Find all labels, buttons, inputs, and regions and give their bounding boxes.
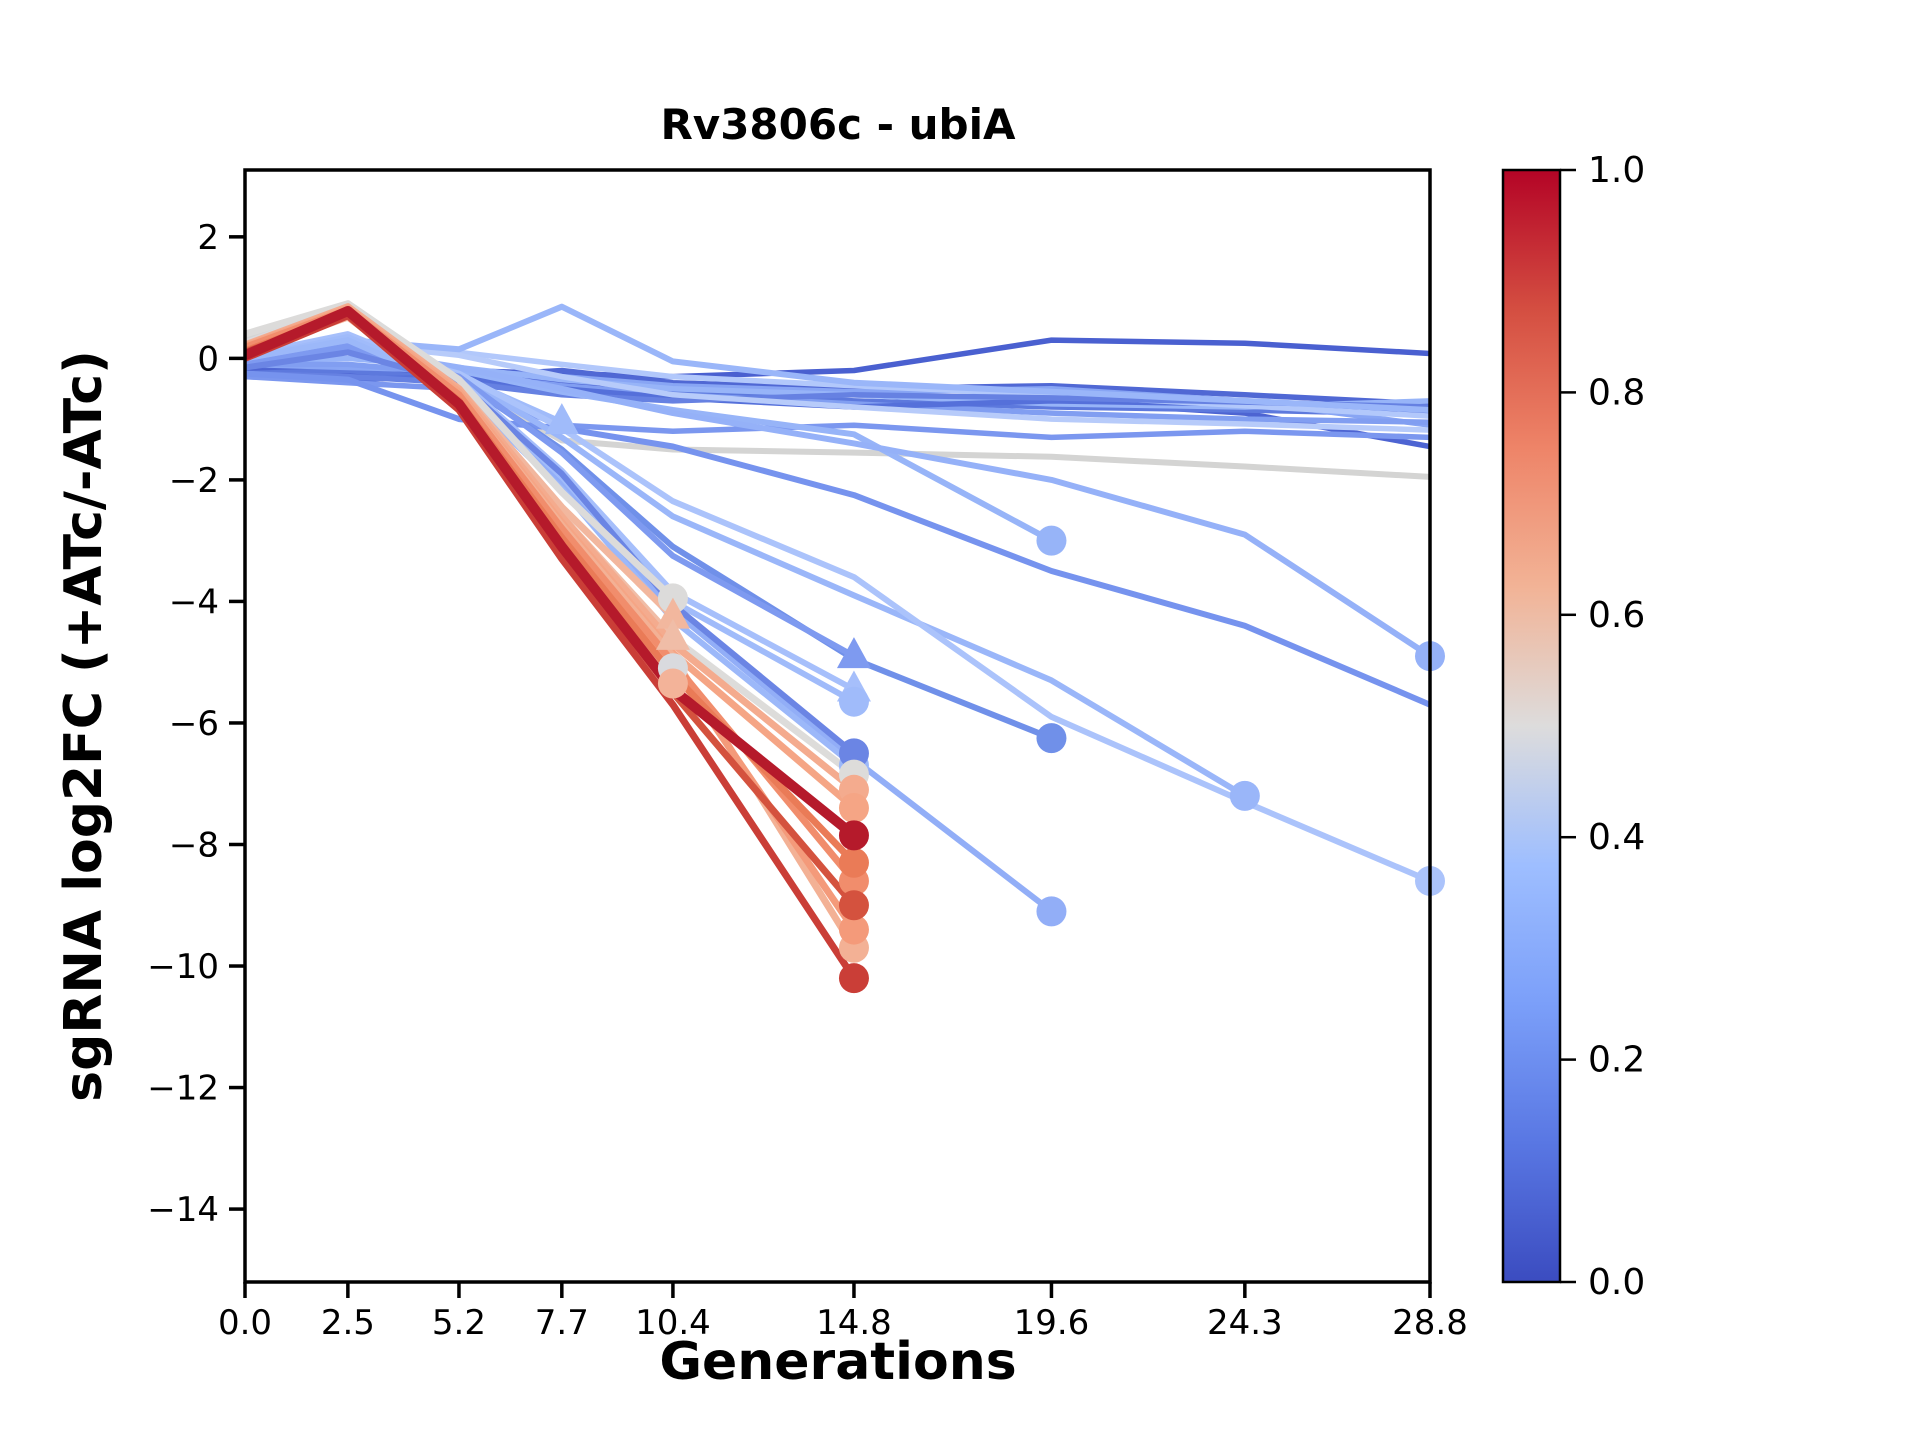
endpoint-circle-marker xyxy=(1036,525,1067,556)
series-lines xyxy=(245,300,1430,981)
y-tick-label: 0 xyxy=(197,339,219,379)
sgrna-line-5 xyxy=(245,367,1430,418)
endpoint-circle-marker xyxy=(838,963,869,994)
endpoint-circle-marker xyxy=(1229,780,1260,811)
endpoint-circle-marker xyxy=(838,686,869,717)
x-tick-label: 7.7 xyxy=(535,1303,589,1343)
y-tick-label: −8 xyxy=(169,825,219,865)
endpoint-circle-marker xyxy=(838,738,869,769)
x-tick-label: 19.6 xyxy=(1014,1303,1090,1343)
y-axis-label: sgRNA log2FC (+ATc/-ATc) xyxy=(54,350,114,1102)
series-end-markers xyxy=(544,403,1445,994)
x-tick-label: 2.5 xyxy=(321,1303,375,1343)
y-tick-label: −10 xyxy=(147,947,219,987)
endpoint-triangle-marker xyxy=(836,637,871,669)
sgrna-line-23 xyxy=(245,343,856,659)
colorbar-tick-label: 1.0 xyxy=(1588,150,1645,191)
sgrna-line-15 xyxy=(245,370,1430,708)
sgrna-line-42 xyxy=(245,306,858,840)
colorbar-tick-label: 0.6 xyxy=(1588,595,1645,636)
colorbar-tick-label: 0.8 xyxy=(1588,372,1645,413)
colorbar-tick-label: 0.0 xyxy=(1588,1262,1645,1303)
x-axis-label: Generations xyxy=(659,1332,1017,1392)
endpoint-triangle-marker xyxy=(655,597,690,629)
colorbar xyxy=(1501,168,1562,1284)
sgrna-line-28 xyxy=(245,300,676,601)
y-tick-label: −6 xyxy=(169,704,219,744)
x-tick-label: 24.3 xyxy=(1207,1303,1283,1343)
chart-title: Rv3806c - ubiA xyxy=(660,100,1016,149)
endpoint-circle-marker xyxy=(838,847,869,878)
sgrna-line-36 xyxy=(245,309,857,950)
y-tick-label: −2 xyxy=(169,461,219,501)
endpoint-circle-marker xyxy=(838,820,869,851)
endpoint-triangle-marker xyxy=(655,618,690,650)
colorbar-tick-label: 0.2 xyxy=(1588,1040,1645,1081)
endpoint-circle-marker xyxy=(838,914,869,945)
y-tick-label: −4 xyxy=(169,582,219,622)
x-tick-label: 14.8 xyxy=(816,1303,892,1343)
sgrna-line-13 xyxy=(245,373,1430,441)
x-tick-label: 28.8 xyxy=(1392,1303,1468,1343)
endpoint-triangle-marker xyxy=(544,403,579,435)
endpoint-circle-marker xyxy=(1036,723,1067,754)
endpoint-circle-marker xyxy=(657,668,688,699)
y-tick-label: −12 xyxy=(147,1069,219,1109)
x-tick-label: 5.2 xyxy=(432,1303,486,1343)
y-tick-label: 2 xyxy=(197,218,219,258)
x-tick-label: 0.0 xyxy=(218,1303,272,1343)
y-tick-label: −14 xyxy=(147,1190,219,1230)
endpoint-circle-marker xyxy=(1036,896,1067,927)
x-tick-label: 10.4 xyxy=(635,1303,711,1343)
colorbar-tick-label: 0.4 xyxy=(1588,817,1645,858)
endpoint-circle-marker xyxy=(838,890,869,921)
sgrna-line-27 xyxy=(245,349,856,756)
endpoint-circle-marker xyxy=(838,793,869,824)
plot-frame xyxy=(243,168,1432,1284)
